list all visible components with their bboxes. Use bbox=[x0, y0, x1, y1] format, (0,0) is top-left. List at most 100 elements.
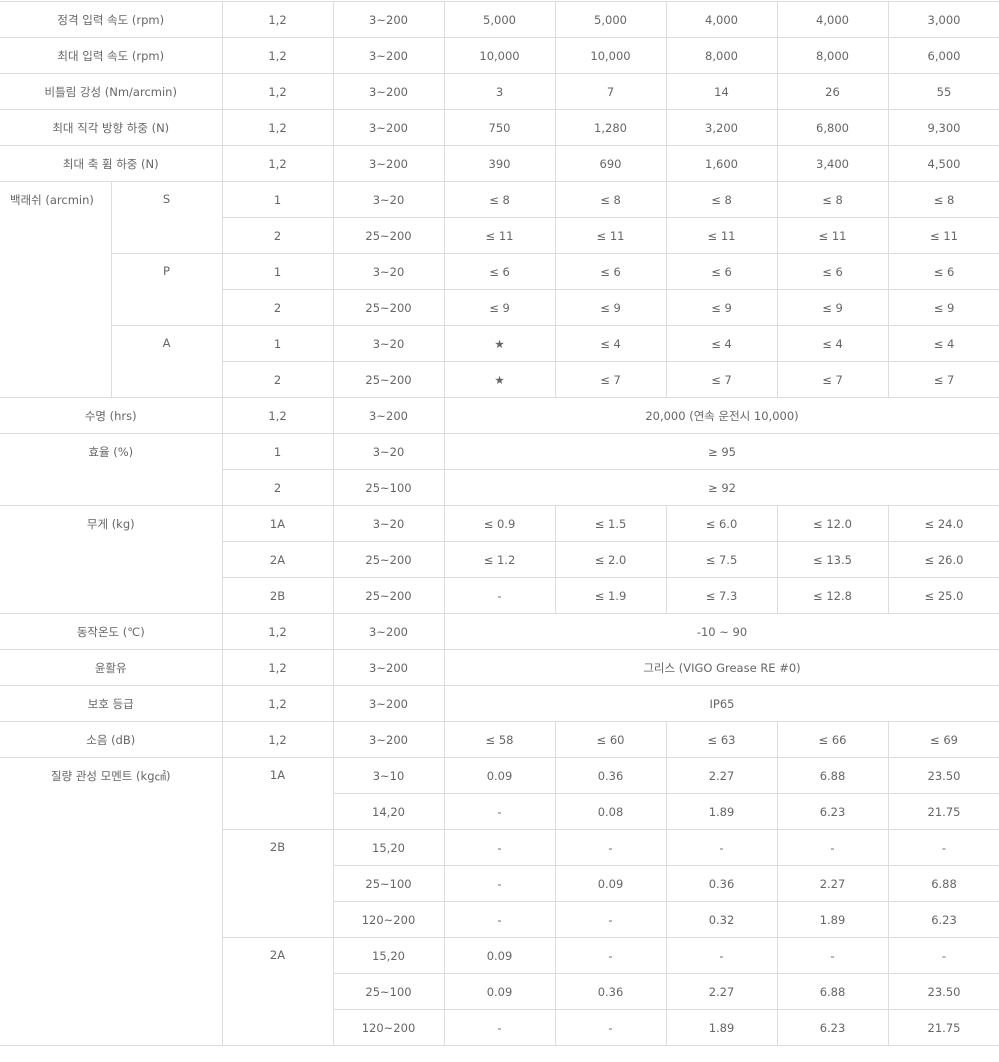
table-cell: ≤ 9 bbox=[776, 289, 889, 326]
table-cell: 1,2 bbox=[221, 145, 334, 182]
table-cell: 최대 입력 속도 (rpm) bbox=[0, 37, 223, 74]
table-cell: ≤ 11 bbox=[776, 217, 889, 254]
table-cell: - bbox=[443, 829, 556, 866]
table-cell: 정격 입력 속도 (rpm) bbox=[0, 1, 223, 38]
table-cell: 3~200 bbox=[332, 397, 445, 434]
table-row: 수명 (hrs) 1,2 3~200 20,000 (연속 운전시 10,000) bbox=[0, 397, 999, 434]
table-cell: 23.50 bbox=[887, 757, 999, 794]
table-cell: 1 bbox=[221, 433, 334, 470]
table-cell: ≤ 9 bbox=[665, 289, 778, 326]
table-row: 2A 15,20 0.09- - - - bbox=[0, 937, 999, 1046]
table-cell: 0.36 bbox=[554, 973, 667, 1010]
table-row: P 1 3~20 ≤ 6 ≤ 6 ≤ 6 ≤ 6 ≤ 6 bbox=[0, 253, 999, 326]
table-cell: ≤ 12.0 bbox=[776, 505, 889, 542]
table-cell: 9,300 bbox=[887, 109, 999, 146]
table-cell: 25~200 bbox=[332, 289, 445, 326]
table-cell: P bbox=[111, 253, 223, 326]
table-cell: ≤ 0.9 bbox=[443, 505, 556, 542]
table-cell: - bbox=[554, 1009, 667, 1046]
table-cell: 23.50 bbox=[887, 973, 999, 1010]
table-cell: 25~100 bbox=[333, 973, 445, 1010]
table-cell: 25~200 bbox=[332, 361, 445, 398]
table-cell: 보호 등급 bbox=[0, 685, 223, 722]
table-cell: ≤ 63 bbox=[665, 721, 778, 758]
table-cell: - bbox=[443, 577, 556, 614]
table-cell: - bbox=[887, 937, 999, 974]
table-cell: 15,20 bbox=[332, 937, 445, 974]
table-cell: ≤ 2.0 bbox=[554, 541, 667, 578]
table-cell: ≤ 1.9 bbox=[554, 577, 667, 614]
table-cell: ≤ 9 bbox=[443, 289, 556, 326]
table-cell: 26 bbox=[776, 73, 889, 110]
table-row: A 1 3~20 ★ ≤ 4 ≤ 4 ≤ 4 ≤ 4 bbox=[0, 325, 999, 398]
table-cell: 1.89 bbox=[665, 793, 778, 830]
table-cell: 2B bbox=[222, 829, 334, 938]
table-cell: 1,2 bbox=[221, 37, 334, 74]
table-cell: 0.09 bbox=[554, 865, 667, 902]
table-cell: 질량 관성 모멘트 (kg㎠) bbox=[0, 757, 223, 1046]
table-cell: ≤ 12.8 bbox=[776, 577, 889, 614]
table-cell: 1,2 bbox=[221, 397, 334, 434]
table-cell: ≤ 58 bbox=[443, 721, 556, 758]
table-cell: ≤ 4 bbox=[776, 325, 889, 362]
table-cell: IP65 bbox=[443, 685, 999, 722]
table-cell: 0.32 bbox=[665, 901, 778, 938]
table-cell: 6.23 bbox=[776, 793, 889, 830]
table-cell: 3,200 bbox=[665, 109, 778, 146]
table-cell: 2.27 bbox=[665, 973, 778, 1010]
table-cell: 효율 (%) bbox=[0, 433, 223, 506]
table-cell: 1.89 bbox=[776, 901, 889, 938]
table-cell: 3~20 bbox=[332, 433, 445, 470]
table-cell: 수명 (hrs) bbox=[0, 397, 223, 434]
table-cell: 3~20 bbox=[332, 505, 445, 542]
table-cell: 1,2 bbox=[221, 109, 334, 146]
table-cell: 최대 축 휨 하중 (N) bbox=[0, 145, 223, 182]
table-cell: - bbox=[443, 901, 556, 938]
table-cell: 2 bbox=[222, 469, 334, 506]
table-cell: 1A bbox=[221, 505, 334, 542]
table-row: 2 25~200 ★ ≤ 7 ≤ 7 ≤ 7 ≤ 7 bbox=[0, 361, 999, 398]
table-cell: 8,000 bbox=[776, 37, 889, 74]
table-cell: 3,000 bbox=[887, 1, 999, 38]
table-cell: 1 bbox=[221, 181, 334, 218]
table-cell: 3,400 bbox=[776, 145, 889, 182]
table-cell: 4,500 bbox=[887, 145, 999, 182]
table-cell: 25~200 bbox=[332, 217, 445, 254]
table-cell: - bbox=[776, 937, 889, 974]
table-cell: 3~200 bbox=[332, 1, 445, 38]
table-row: 25~100-0.09 0.36 2.27 6.88 bbox=[0, 865, 999, 902]
table-cell: - bbox=[554, 829, 667, 866]
table-cell: 1,2 bbox=[221, 1, 334, 38]
table-cell: 10,000 bbox=[554, 37, 667, 74]
table-cell: ≤ 8 bbox=[554, 181, 667, 218]
table-cell: 8,000 bbox=[665, 37, 778, 74]
table-cell: ≤ 8 bbox=[443, 181, 556, 218]
table-row: 120~200- -0.32 1.89 6.23 bbox=[0, 901, 999, 938]
table-cell: ≥ 92 bbox=[443, 469, 999, 506]
table-cell: ≤ 13.5 bbox=[776, 541, 889, 578]
table-row: 120~200- -1.89 6.23 21.75 bbox=[0, 1009, 999, 1046]
table-cell: 0.36 bbox=[665, 865, 778, 902]
table-cell: S bbox=[110, 181, 223, 254]
table-cell: 윤활유 bbox=[0, 649, 223, 686]
table-cell: 1,2 bbox=[221, 721, 334, 758]
table-cell: 소음 (dB) bbox=[0, 721, 223, 758]
table-cell: 2A bbox=[222, 937, 334, 1046]
table-row: 14,20-0.08 1.89 6.23 21.75 bbox=[0, 793, 999, 830]
table-cell: ≤ 6.0 bbox=[665, 505, 778, 542]
table-cell: 0.09 bbox=[443, 937, 556, 974]
table-cell: ≤ 4 bbox=[665, 325, 778, 362]
table-cell: 1.89 bbox=[665, 1009, 778, 1046]
table-cell: 비틀림 강성 (Nm/arcmin) bbox=[0, 73, 223, 110]
table-cell: 3~200 bbox=[332, 145, 445, 182]
table-cell: 120~200 bbox=[333, 1009, 445, 1046]
table-cell: ≤ 4 bbox=[554, 325, 667, 362]
table-cell: - bbox=[665, 829, 778, 866]
table-row: 25~100 0.09 0.36 2.27 6.88 23.50 bbox=[0, 973, 999, 1010]
table-cell: ≤ 25.0 bbox=[887, 577, 999, 614]
table-cell: 4,000 bbox=[665, 1, 778, 38]
table-cell: 그리스 (VIGO Grease RE #0) bbox=[443, 649, 999, 686]
table-cell: - bbox=[554, 901, 667, 938]
table-row: 백래쉬 (arcmin) S 1 3~20 ≤ 8 ≤ 8 ≤ 8 ≤ 8 ≤ 8 bbox=[0, 181, 999, 398]
table-cell: A bbox=[111, 325, 223, 398]
